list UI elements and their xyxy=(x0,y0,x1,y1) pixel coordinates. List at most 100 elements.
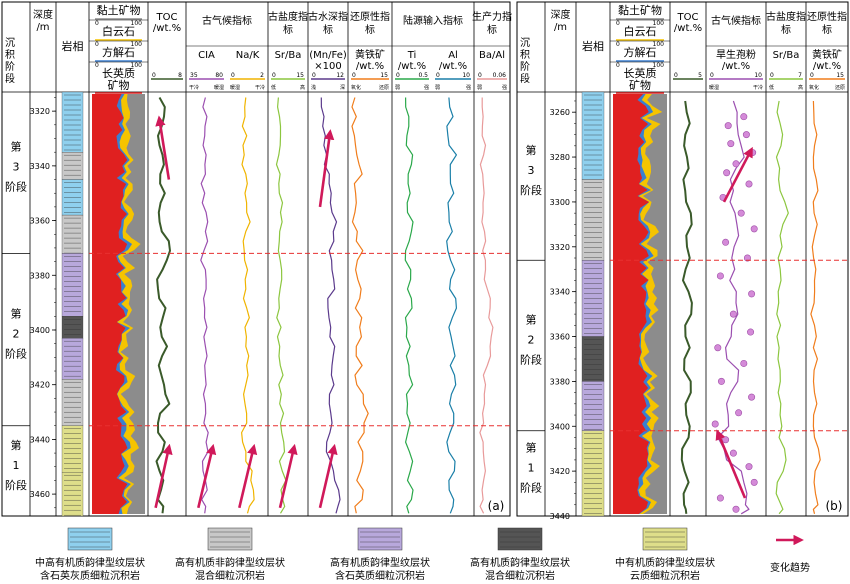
stage-label: 阶段 xyxy=(520,353,542,367)
stage-label: 阶段 xyxy=(520,480,542,494)
spore-point xyxy=(732,160,740,168)
track-max-nak: 2 xyxy=(260,72,264,79)
panel-a: 沉积阶段第3阶段第2阶段第1阶段深度/m33203340336033803400… xyxy=(1,1,512,517)
group-header: 古气候指标 xyxy=(202,14,252,27)
legend-label: 高有机质非韵律型纹层状 xyxy=(175,556,285,569)
spore-point xyxy=(740,359,748,367)
track-label-cia: CIA xyxy=(198,50,215,61)
track-max-pyrite: 15 xyxy=(836,72,844,79)
track-min-toc: 0 xyxy=(152,72,156,79)
track-high-note-pyrite: 还原 xyxy=(835,84,845,91)
legend-label: 混合细粒沉积岩 xyxy=(195,569,265,582)
track-min-pyrite: 0 xyxy=(810,72,814,79)
track-max-srba: 7 xyxy=(798,72,802,79)
track-label-al: Al xyxy=(448,50,458,61)
mineral-label: 长英质 xyxy=(102,66,135,80)
track-high-note-pyrite: 还原 xyxy=(379,84,389,91)
track-low-note-baal: 弱 xyxy=(477,85,482,91)
group-header: 标 xyxy=(283,24,293,36)
track-label-toc: TOC xyxy=(156,12,178,23)
track-low-note-pyrite: 氧化 xyxy=(351,84,361,91)
stage-label: 3 xyxy=(528,164,535,177)
mineral-scale-max: 100 xyxy=(653,20,665,27)
depth-tick-label: 3380 xyxy=(550,377,570,386)
spore-point xyxy=(750,478,758,486)
spore-point xyxy=(711,420,719,428)
group-header: 陆源输入指标 xyxy=(403,14,463,27)
lithology-block xyxy=(61,152,84,180)
track-low-note-mnfe: 浅 xyxy=(311,84,316,91)
depth-tick-label: 3340 xyxy=(550,288,570,297)
track-min-toc: 0 xyxy=(674,72,678,79)
trend-arrow xyxy=(715,429,747,499)
stage-column-title: 积 xyxy=(5,49,15,61)
stage-column-title: 沉 xyxy=(5,36,15,49)
spore-point xyxy=(727,140,735,148)
track-max-srba: 15 xyxy=(296,72,304,79)
panel-tag: (b) xyxy=(826,499,843,513)
legend-label: 中高有机质韵律型纹层状 xyxy=(35,556,145,569)
track-high-note-srba: 高 xyxy=(300,84,305,91)
track-label-ti: Ti xyxy=(407,50,417,61)
lithology-block xyxy=(61,316,84,339)
series-pyrite xyxy=(810,100,821,514)
track-label-spore: /wt.% xyxy=(722,61,750,72)
mineral-label: 白云石 xyxy=(102,24,135,38)
stage-label: 阶段 xyxy=(5,478,27,492)
depth-tick-label: 3380 xyxy=(30,271,50,280)
track-label-al: /wt.% xyxy=(439,61,467,72)
depth-tick-label: 3440 xyxy=(550,512,570,521)
depth-tick-label: 3340 xyxy=(30,162,50,171)
stage-label: 阶段 xyxy=(5,180,27,194)
track-low-note-spore: 暖湿 xyxy=(709,84,719,91)
depth-tick-label: 3460 xyxy=(30,490,50,499)
spore-point xyxy=(735,409,743,417)
lithology-block xyxy=(61,214,84,254)
track-max-spore: 10 xyxy=(754,72,762,79)
track-label-toc: /wt.% xyxy=(153,23,181,34)
depth-tick-label: 3300 xyxy=(550,198,570,207)
track-min-srba: 0 xyxy=(272,72,276,79)
lithology-block xyxy=(61,379,84,426)
panel-tag: (a) xyxy=(488,499,505,513)
series-baal xyxy=(479,97,494,514)
mineral-scale-min: 0 xyxy=(95,41,99,48)
track-min-baal: 0 xyxy=(478,72,482,79)
legend-label: 高有机质韵律型纹层状 xyxy=(470,556,570,569)
track-high-note-baal: 强 xyxy=(502,85,507,91)
series-nak xyxy=(241,97,255,514)
spore-point xyxy=(716,272,724,280)
track-high-note-nak: 干冷 xyxy=(255,84,265,91)
track-max-baal: 0.06 xyxy=(493,72,507,79)
mineral-scale-min: 0 xyxy=(616,62,620,69)
legend-label: 含石英灰质细粒沉积岩 xyxy=(40,569,140,582)
spore-point xyxy=(737,209,745,217)
mineral-scale-max: 100 xyxy=(131,62,143,69)
spore-point xyxy=(747,328,755,336)
spore-point xyxy=(723,169,731,177)
lithology-column-title: 岩相 xyxy=(62,39,84,53)
track-high-note-spore: 干冷 xyxy=(753,84,763,91)
stage-label: 第 xyxy=(526,313,537,327)
spore-point xyxy=(748,290,756,298)
legend-label: 高有机质韵律型纹层状 xyxy=(330,556,430,569)
track-high-note-mnfe: 深 xyxy=(340,84,345,91)
series-spore xyxy=(717,100,750,515)
mineral-scale-min: 0 xyxy=(95,62,99,69)
lithology-block xyxy=(581,179,605,261)
trend-arrow xyxy=(318,129,335,208)
track-label-mnfe: (Mn/Fe) xyxy=(309,50,347,61)
series-srba xyxy=(275,97,287,514)
group-header: 还原性指 xyxy=(807,10,847,23)
stage-label: 第 xyxy=(526,143,537,157)
stage-label: 第 xyxy=(11,438,22,452)
track-label-toc: /wt.% xyxy=(674,23,702,34)
series-srba xyxy=(775,100,789,515)
track-high-note-ti: 强 xyxy=(424,85,429,91)
spore-point xyxy=(732,505,740,513)
lithology-block xyxy=(61,338,84,380)
mineral-scale-max: 100 xyxy=(131,41,143,48)
depth-tick-label: 3400 xyxy=(550,422,570,431)
depth-column-title: 深度 xyxy=(33,8,53,21)
spore-point xyxy=(724,122,732,130)
